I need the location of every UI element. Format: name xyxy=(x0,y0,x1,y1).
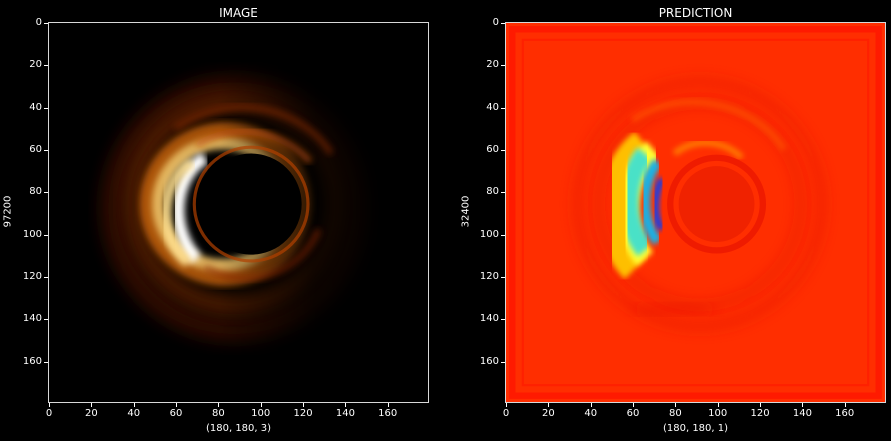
x-tick-label: 120 xyxy=(750,408,770,419)
x-tick-mark xyxy=(49,403,51,407)
y-tick-label: 20 xyxy=(29,59,42,71)
y-tick-mark xyxy=(501,319,505,321)
x-tick-label: 100 xyxy=(251,408,271,419)
y-tick-label: 160 xyxy=(479,355,499,367)
y-tick-mark xyxy=(501,65,505,67)
y-tick-mark xyxy=(501,107,505,109)
x-tick-mark xyxy=(345,403,347,407)
x-tick-label: 80 xyxy=(669,408,682,419)
x-tick-label: 0 xyxy=(502,408,510,419)
y-tick-mark xyxy=(501,234,505,236)
y-tick-label: 100 xyxy=(22,228,42,240)
y-tick-label: 0 xyxy=(492,17,499,29)
y-tick-label: 80 xyxy=(29,186,42,198)
x-tick-mark xyxy=(303,403,305,407)
y-tick-label: 40 xyxy=(486,101,499,113)
x-tick-label: 20 xyxy=(542,408,555,419)
y-tick-label: 40 xyxy=(29,101,42,113)
y-tick-mark xyxy=(501,150,505,152)
y-tick-label: 120 xyxy=(22,271,42,283)
x-tick-mark xyxy=(802,403,804,407)
y-tick-mark xyxy=(44,234,48,236)
y-tick-mark xyxy=(501,192,505,194)
x-tick-label: 60 xyxy=(169,408,183,419)
x-tick-mark xyxy=(91,403,93,407)
x-tick-mark xyxy=(506,403,508,407)
x-tick-label: 120 xyxy=(293,408,313,419)
x-tick-mark xyxy=(218,403,220,407)
image-plot xyxy=(48,22,429,403)
x-tick-mark xyxy=(548,403,550,407)
prediction-plot xyxy=(505,22,886,403)
x-tick-label: 80 xyxy=(212,408,225,419)
y-tick-mark xyxy=(44,150,48,152)
y-tick-mark xyxy=(44,277,48,279)
y-tick-mark xyxy=(44,107,48,109)
y-tick-mark xyxy=(501,23,505,25)
y-tick-mark xyxy=(501,361,505,363)
x-tick-label: 100 xyxy=(708,408,728,419)
panel-title-prediction: PREDICTION xyxy=(658,6,733,20)
y-tick-label: 0 xyxy=(35,17,42,29)
prediction-xlabel: (180, 180, 1) xyxy=(662,423,729,434)
x-tick-mark xyxy=(176,403,178,407)
prediction-heatmap xyxy=(506,23,885,402)
x-tick-label: 160 xyxy=(378,408,398,419)
panel-title-image: IMAGE xyxy=(219,6,258,20)
x-tick-mark xyxy=(590,403,592,407)
x-tick-label: 140 xyxy=(792,408,812,419)
x-tick-mark xyxy=(633,403,635,407)
x-tick-label: 20 xyxy=(85,408,98,419)
y-tick-mark xyxy=(44,319,48,321)
image-xlabel: (180, 180, 3) xyxy=(205,423,272,434)
x-tick-mark xyxy=(260,403,262,407)
x-tick-mark xyxy=(844,403,846,407)
y-tick-label: 80 xyxy=(486,186,499,198)
image-ylabel: 97200 xyxy=(2,195,14,228)
x-tick-mark xyxy=(717,403,719,407)
prediction-ylabel: 32400 xyxy=(460,195,472,228)
y-tick-label: 60 xyxy=(486,144,499,156)
x-tick-label: 140 xyxy=(335,408,355,419)
y-tick-label: 20 xyxy=(486,59,499,71)
x-tick-label: 40 xyxy=(127,408,141,419)
y-tick-mark xyxy=(44,361,48,363)
x-tick-mark xyxy=(133,403,135,407)
x-tick-label: 160 xyxy=(835,408,855,419)
black-hole-image xyxy=(49,23,428,402)
y-tick-mark xyxy=(501,277,505,279)
y-tick-label: 100 xyxy=(479,228,499,240)
x-tick-mark xyxy=(760,403,762,407)
y-tick-label: 160 xyxy=(22,355,42,367)
x-tick-label: 0 xyxy=(45,408,53,419)
x-tick-label: 60 xyxy=(626,408,640,419)
y-tick-mark xyxy=(44,192,48,194)
y-tick-label: 140 xyxy=(22,313,42,325)
y-tick-mark xyxy=(44,65,48,67)
x-tick-mark xyxy=(387,403,389,407)
y-tick-mark xyxy=(44,23,48,25)
x-tick-mark xyxy=(675,403,677,407)
x-tick-label: 40 xyxy=(584,408,598,419)
y-tick-label: 140 xyxy=(479,313,499,325)
y-tick-label: 120 xyxy=(479,271,499,283)
y-tick-label: 60 xyxy=(29,144,42,156)
